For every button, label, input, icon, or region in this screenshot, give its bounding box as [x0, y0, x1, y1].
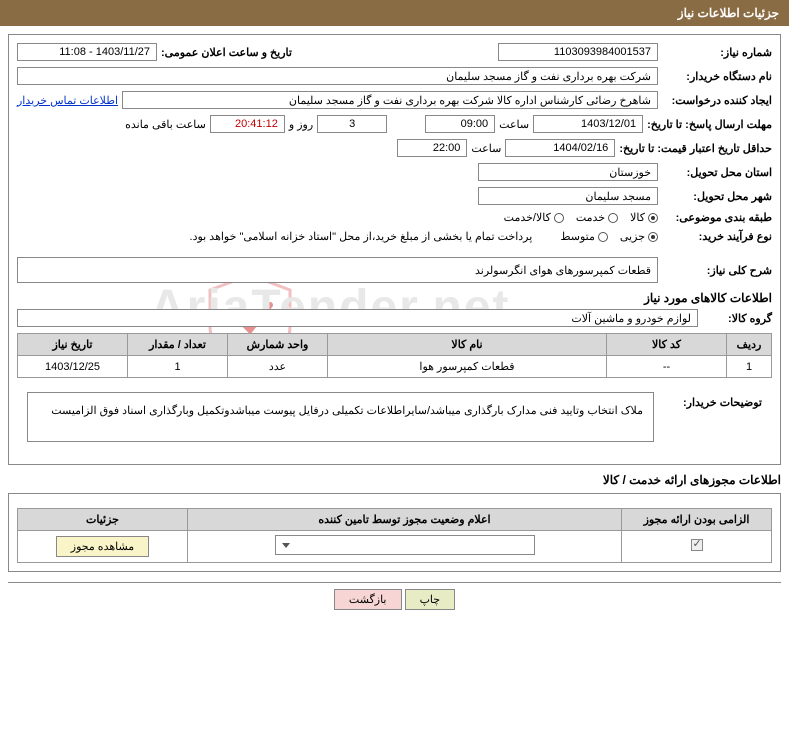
city-label: شهر محل تحویل: [662, 190, 772, 203]
proc-radio-partial[interactable]: جزیی [620, 230, 658, 243]
buyer-desc-label: توضیحات خریدار: [662, 386, 762, 409]
perm-required-cell [622, 531, 772, 563]
deadline-send-label: مهلت ارسال پاسخ: تا تاریخ: [647, 118, 772, 131]
td-code: -- [607, 356, 727, 378]
radio-icon [648, 232, 658, 242]
countdown-field: 20:41:12 [210, 115, 285, 133]
general-desc-field: قطعات کمپرسورهای هوای انگرسولرند [17, 257, 658, 283]
days-label: روز و [289, 118, 313, 131]
cat-radio-both[interactable]: کالا/خدمت [504, 211, 564, 224]
back-button[interactable]: بازگشت [334, 589, 402, 610]
perm-status-cell [188, 531, 622, 563]
category-radio-group: کالا خدمت کالا/خدمت [504, 211, 658, 224]
perm-header-row: الزامی بودن ارائه مجوز اعلام وضعیت مجوز … [18, 509, 772, 531]
general-desc-label: شرح کلی نیاز: [662, 264, 772, 277]
creator-label: ایجاد کننده درخواست: [662, 94, 772, 107]
validity-label: حداقل تاریخ اعتبار قیمت: تا تاریخ: [619, 142, 772, 155]
status-select[interactable] [275, 535, 535, 555]
perm-th-required: الزامی بودن ارائه مجوز [622, 509, 772, 531]
th-unit: واحد شمارش [228, 334, 328, 356]
perm-title: اطلاعات مجوزهای ارائه خدمت / کالا [8, 473, 781, 487]
proc-radio-medium[interactable]: متوسط [560, 230, 608, 243]
perm-th-status: اعلام وضعیت مجوز توسط تامین کننده [188, 509, 622, 531]
announce-label: تاریخ و ساعت اعلان عمومی: [161, 46, 292, 59]
info-section: شماره نیاز: 1103093984001537 تاریخ و ساع… [8, 34, 781, 465]
checkbox-icon[interactable] [691, 539, 703, 551]
category-label: طبقه بندی موضوعی: [662, 211, 772, 224]
validity-date-field: 1404/02/16 [505, 139, 615, 157]
th-qty: تعداد / مقدار [128, 334, 228, 356]
perm-row: مشاهده مجوز [18, 531, 772, 563]
td-unit: عدد [228, 356, 328, 378]
print-button[interactable]: چاپ [405, 589, 456, 610]
province-label: استان محل تحویل: [662, 166, 772, 179]
goods-group-field: لوازم خودرو و ماشین آلات [17, 309, 698, 327]
buyer-label: نام دستگاه خریدار: [662, 70, 772, 83]
cat-radio-service[interactable]: خدمت [576, 211, 618, 224]
creator-field: شاهرخ رضائی کارشناس اداره کالا شرکت بهره… [122, 91, 658, 109]
page-header: جزئیات اطلاعات نیاز [0, 0, 789, 26]
td-row: 1 [727, 356, 772, 378]
goods-info-title: اطلاعات کالاهای مورد نیاز [27, 291, 772, 305]
radio-icon [554, 213, 564, 223]
th-code: کد کالا [607, 334, 727, 356]
announce-field: 1403/11/27 - 11:08 [17, 43, 157, 61]
radio-icon [598, 232, 608, 242]
city-field: مسجد سلیمان [478, 187, 658, 205]
province-field: خوزستان [478, 163, 658, 181]
cat-radio-goods[interactable]: کالا [630, 211, 658, 224]
perm-box: الزامی بودن ارائه مجوز اعلام وضعیت مجوز … [8, 493, 781, 572]
goods-table: ردیف کد کالا نام کالا واحد شمارش تعداد /… [17, 333, 772, 378]
process-label: نوع فرآیند خرید: [662, 230, 772, 243]
td-name: قطعات کمپرسور هوا [328, 356, 607, 378]
time-label-1: ساعت [499, 118, 529, 131]
table-header-row: ردیف کد کالا نام کالا واحد شمارش تعداد /… [18, 334, 772, 356]
buyer-field: شرکت بهره برداری نفت و گاز مسجد سلیمان [17, 67, 658, 85]
contact-link[interactable]: اطلاعات تماس خریدار [17, 94, 118, 107]
th-name: نام کالا [328, 334, 607, 356]
time-label-2: ساعت [471, 142, 501, 155]
table-row: 1 -- قطعات کمپرسور هوا عدد 1 1403/12/25 [18, 356, 772, 378]
buyer-desc-box: ملاک انتخاب وتایید فنی مدارک بارگذاری می… [27, 392, 654, 442]
process-note: پرداخت تمام یا بخشی از مبلغ خرید،از محل … [190, 230, 533, 243]
view-permit-button[interactable]: مشاهده مجوز [56, 536, 149, 557]
deadline-time-field: 09:00 [425, 115, 495, 133]
deadline-date-field: 1403/12/01 [533, 115, 643, 133]
need-number-label: شماره نیاز: [662, 46, 772, 59]
goods-group-label: گروه کالا: [702, 312, 772, 325]
validity-time-field: 22:00 [397, 139, 467, 157]
th-row: ردیف [727, 334, 772, 356]
perm-table: الزامی بودن ارائه مجوز اعلام وضعیت مجوز … [17, 508, 772, 563]
td-date: 1403/12/25 [18, 356, 128, 378]
remain-label: ساعت باقی مانده [125, 118, 206, 131]
perm-th-details: جزئیات [18, 509, 188, 531]
perm-details-cell: مشاهده مجوز [18, 531, 188, 563]
td-qty: 1 [128, 356, 228, 378]
process-radio-group: جزیی متوسط [560, 230, 658, 243]
radio-icon [648, 213, 658, 223]
need-number-field: 1103093984001537 [498, 43, 658, 61]
radio-icon [608, 213, 618, 223]
th-date: تاریخ نیاز [18, 334, 128, 356]
days-field: 3 [317, 115, 387, 133]
header-title: جزئیات اطلاعات نیاز [678, 6, 779, 20]
footer-buttons: چاپ بازگشت [8, 582, 781, 610]
